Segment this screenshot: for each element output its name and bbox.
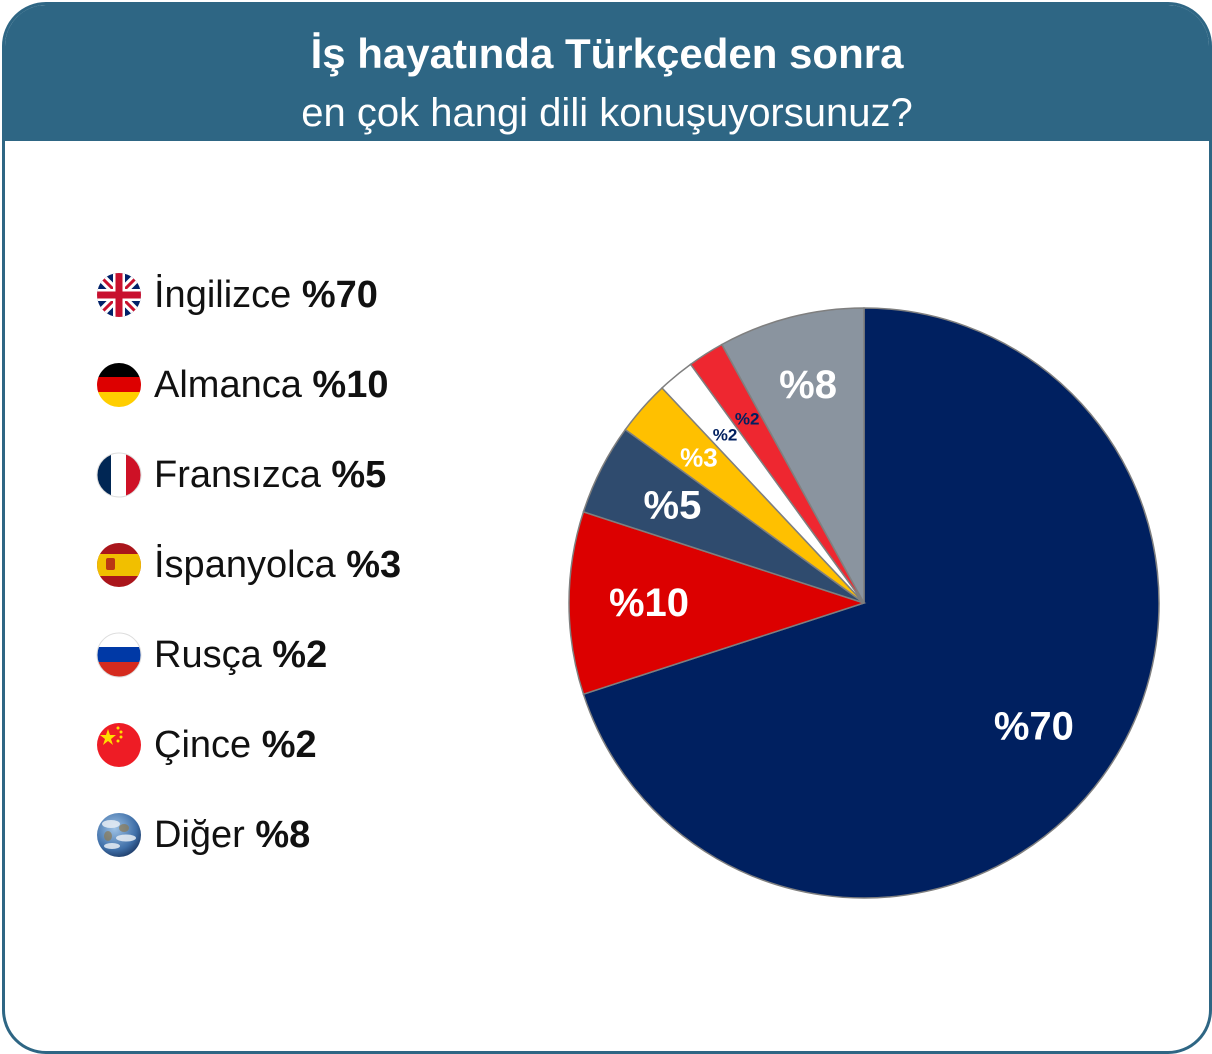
legend-value: %70 — [301, 273, 378, 316]
legend-label: Rusça — [154, 633, 262, 676]
pie-label-ispanyolca: %3 — [680, 443, 718, 473]
pie-label-almanca: %10 — [609, 581, 689, 625]
legend-item-rusca: Rusça %2 — [96, 630, 327, 680]
spain-flag-icon — [97, 543, 141, 587]
legend-label: Diğer — [154, 813, 245, 856]
legend-value: %3 — [346, 543, 402, 586]
legend-item-fransizca: Fransızca %5 — [96, 450, 386, 500]
header-banner: İş hayatında Türkçeden sonra en çok hang… — [5, 5, 1209, 141]
legend-label: İspanyolca — [154, 543, 336, 586]
pie-label-diger: %8 — [779, 363, 837, 407]
legend-value: %8 — [255, 813, 311, 856]
pie-label-cince: %2 — [735, 409, 760, 428]
pie-slice-almanca — [568, 510, 867, 696]
chart-title: İş hayatında Türkçeden sonra — [310, 30, 904, 77]
legend-value: %10 — [312, 363, 389, 406]
chart-subtitle: en çok hangi dili konuşuyorsunuz? — [301, 91, 913, 135]
legend-value: %2 — [272, 633, 328, 676]
china-flag-icon — [97, 723, 141, 767]
pie-slice-diger — [720, 307, 865, 604]
legend-item-ispanyolca: İspanyolca %3 — [96, 540, 401, 590]
pie-slice-ingilizce — [582, 307, 1160, 899]
legend-item-diger: Diğer %8 — [96, 810, 310, 860]
pie-label-rusca: %2 — [713, 426, 738, 445]
legend-label: Fransızca — [154, 453, 321, 496]
france-flag-icon — [96, 452, 142, 498]
legend-item-ingilizce: İngilizce %70 — [96, 270, 378, 320]
legend-label: Almanca — [154, 363, 302, 406]
legend-item-cince: Çince %2 — [96, 720, 317, 770]
legend-value: %5 — [331, 453, 387, 496]
earth-globe-icon — [97, 813, 141, 857]
legend-label: İngilizce — [154, 273, 292, 316]
legend-item-almanca: Almanca %10 — [96, 360, 388, 410]
russia-flag-icon — [96, 632, 142, 678]
uk-flag-icon — [97, 273, 141, 317]
pie-label-ingilizce: %70 — [994, 704, 1074, 748]
legend-value: %2 — [261, 723, 317, 766]
germany-flag-icon — [97, 363, 141, 407]
legend-label: Çince — [154, 723, 252, 766]
pie-label-fransizca: %5 — [644, 483, 702, 527]
